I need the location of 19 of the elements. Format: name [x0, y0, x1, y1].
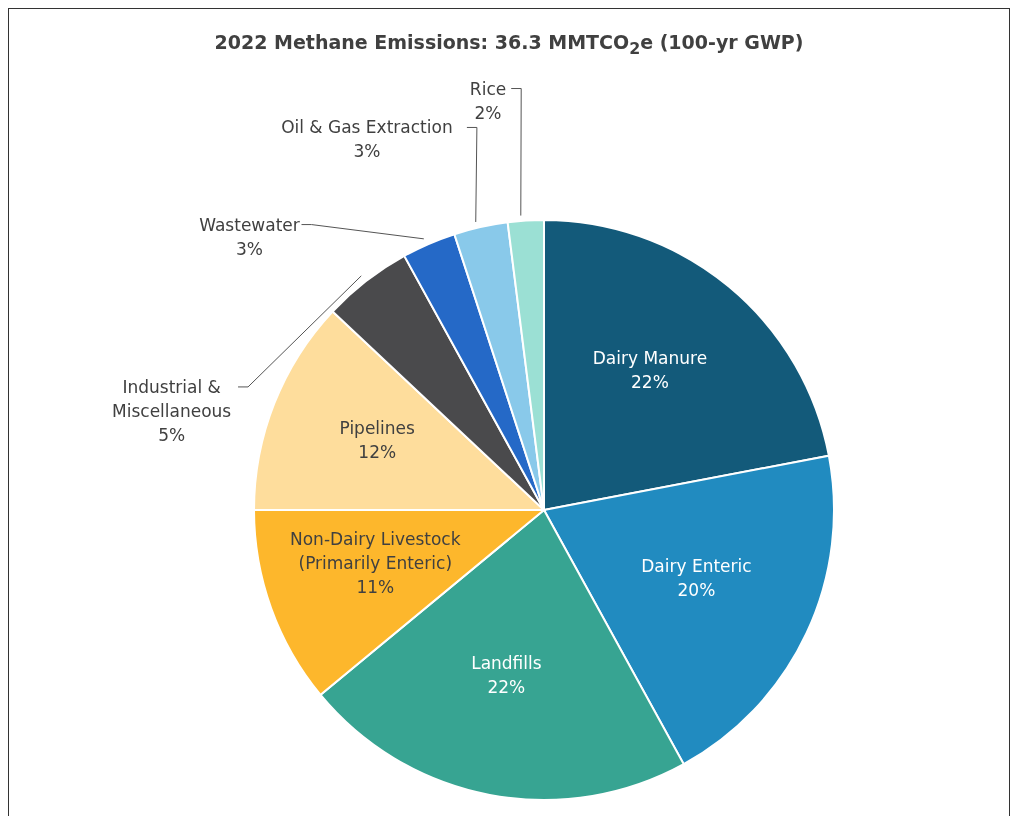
- data-label: 22%: [487, 676, 526, 697]
- slice-label: Dairy Manure: [592, 347, 708, 368]
- slice-label: Wastewater: [199, 214, 300, 235]
- slice-label: Dairy Enteric: [641, 555, 752, 576]
- data-label: 2%: [474, 102, 502, 123]
- data-label: 20%: [677, 579, 716, 600]
- slice-label: Industrial & Miscellaneous: [112, 376, 232, 421]
- data-label: 3%: [353, 141, 381, 162]
- slice-label: Rice: [469, 78, 507, 99]
- data-label: 22%: [631, 371, 669, 392]
- slice-label: Landfills: [471, 652, 542, 673]
- data-label: 5%: [158, 424, 186, 445]
- slice-label: Non-Dairy Livestock (Primarily Enteric): [290, 528, 461, 573]
- data-label: 12%: [358, 441, 397, 462]
- data-label: 11%: [356, 576, 395, 597]
- chart-title: 2022 Methane Emissions: 36.3 MMTCO$_{2}$e (100-yr GWP): [213, 30, 805, 58]
- data-label: 3%: [236, 238, 264, 259]
- slice-label: Pipelines: [339, 417, 416, 438]
- slice-label: Oil & Gas Extraction: [281, 117, 453, 138]
